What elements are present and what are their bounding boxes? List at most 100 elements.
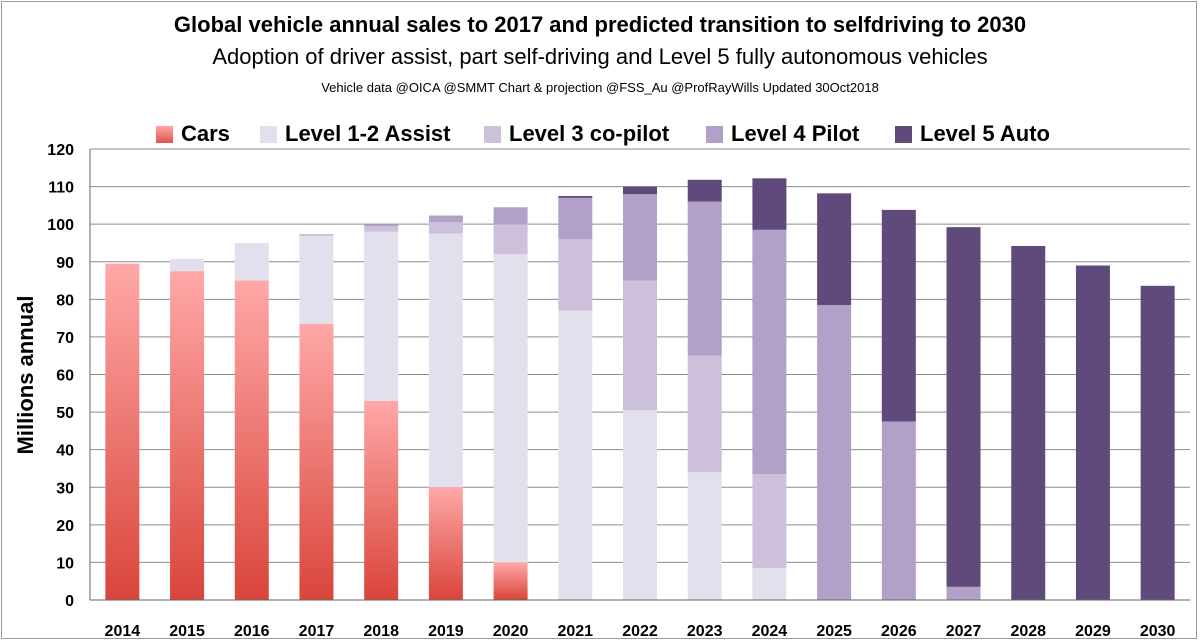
bar-2024-series-3 [752,229,787,475]
bar-2029-series-4 [1075,265,1110,600]
bar-2016-series-0 [234,280,269,600]
x-tick-2014: 2014 [105,623,141,640]
bar-2026-series-3 [881,421,916,600]
x-tick-2018: 2018 [363,623,399,640]
bar-2015-series-0 [170,271,205,600]
x-tick-2017: 2017 [299,623,335,640]
y-tick-0: 0 [65,593,74,610]
bar-2017-series-1 [299,235,334,324]
y-tick-110: 110 [48,180,74,197]
y-tick-100: 100 [47,217,74,234]
bar-2020-series-1 [493,254,528,563]
legend-label-level-1-2: Level 1-2 Assist [285,121,451,146]
bar-2015-series-1 [170,258,205,272]
bar-2019-series-1 [428,233,463,488]
x-tick-2016: 2016 [234,623,270,640]
bar-2020-series-0 [493,562,528,600]
bar-2021-series-4 [558,195,593,198]
bar-2027-series-3 [946,586,981,600]
bar-2021-series-3 [558,197,593,240]
legend-item-level-5: Level 5 Auto [895,118,1050,150]
bar-2021-series-2 [558,239,593,311]
y-tick-120: 120 [47,142,74,159]
x-tick-2026: 2026 [881,623,917,640]
legend-swatch-level-3 [484,125,501,143]
bar-2017-series-0 [299,323,334,600]
bar-2023-series-2 [687,355,722,473]
bar-2027-series-4 [946,227,981,587]
x-tick-2025: 2025 [816,623,852,640]
x-tick-2028: 2028 [1010,623,1046,640]
bar-2024-series-2 [752,474,787,569]
y-tick-60: 60 [56,368,74,385]
x-tick-2024: 2024 [752,623,788,640]
axes [89,149,1190,601]
bar-2018-series-2 [364,226,399,232]
legend-item-cars: Cars [156,118,230,150]
bar-2023-series-3 [687,201,722,356]
bar-2025-series-3 [817,304,852,600]
x-tick-2021: 2021 [557,623,593,640]
bar-2018-series-1 [364,231,399,401]
bar-2023-series-1 [687,472,722,600]
bar-2019-series-0 [428,487,463,600]
bar-2021-series-1 [558,310,593,600]
bar-2014-series-0 [105,263,140,600]
x-tick-2029: 2029 [1075,623,1111,640]
bar-2028-series-4 [1011,245,1046,600]
bar-2022-series-2 [623,280,657,411]
y-tick-30: 30 [56,480,74,497]
bar-2022-series-3 [623,194,657,281]
x-tick-2020: 2020 [493,623,529,640]
bar-2030-series-4 [1140,285,1175,600]
chart-subtitle: Adoption of driver assist, part self-dri… [212,44,988,69]
bar-2016-series-1 [234,242,269,281]
x-tick-labels: 2014 2015 2016 2017 2018 2019 2020 2021 2022 2023… [105,623,1176,640]
bar-2025-series-4 [817,193,852,305]
bar-2023-series-4 [687,179,722,202]
legend-swatch-cars [156,125,173,143]
x-tick-2015: 2015 [169,623,205,640]
bar-2019-series-2 [428,222,463,234]
bar-2018-series-3 [364,224,399,227]
legend-swatch-level-5 [895,125,912,143]
bar-2020-series-3 [493,207,528,225]
y-tick-50: 50 [56,405,74,422]
legend-swatch-level-1-2 [260,125,277,143]
y-tick-10: 10 [56,555,74,572]
legend-item-level-4: Level 4 Pilot [706,118,859,150]
legend-item-level-3: Level 3 co-pilot [484,118,669,150]
x-tick-2019: 2019 [428,623,464,640]
bar-2022-series-4 [623,186,657,195]
legend-label-level-4: Level 4 Pilot [731,121,860,146]
legend: Cars Level 1-2 Assist Level 3 co-pilot L… [0,118,1200,150]
bar-2020-series-2 [493,224,528,255]
y-tick-20: 20 [56,518,74,535]
bar-2022-series-1 [623,410,657,600]
y-tick-70: 70 [56,330,74,347]
legend-label-cars: Cars [181,121,230,146]
y-tick-labels: 0 10 20 30 40 50 60 70 80 90 100 110 120 [47,142,74,610]
bar-2019-series-3 [428,215,463,223]
bars [105,178,1175,600]
legend-label-level-5: Level 5 Auto [920,121,1050,146]
bar-2017-series-3 [299,234,334,236]
x-tick-2030: 2030 [1140,623,1176,640]
y-axis-title: Millions annual [13,296,38,455]
chart-title: Global vehicle annual sales to 2017 and … [173,12,1027,37]
bar-2026-series-4 [881,209,916,422]
y-tick-80: 80 [56,292,74,309]
legend-item-level-1-2: Level 1-2 Assist [260,118,451,150]
x-tick-2027: 2027 [946,623,982,640]
x-tick-2022: 2022 [622,623,658,640]
chart-credit: Vehicle data @OICA @SMMT Chart & project… [321,80,879,95]
legend-swatch-level-4 [706,125,723,143]
bar-2024-series-1 [752,568,787,600]
bar-2018-series-0 [364,400,399,600]
legend-label-level-3: Level 3 co-pilot [509,121,670,146]
y-tick-90: 90 [56,255,74,272]
bar-2024-series-4 [752,178,787,230]
y-tick-40: 40 [56,443,74,460]
